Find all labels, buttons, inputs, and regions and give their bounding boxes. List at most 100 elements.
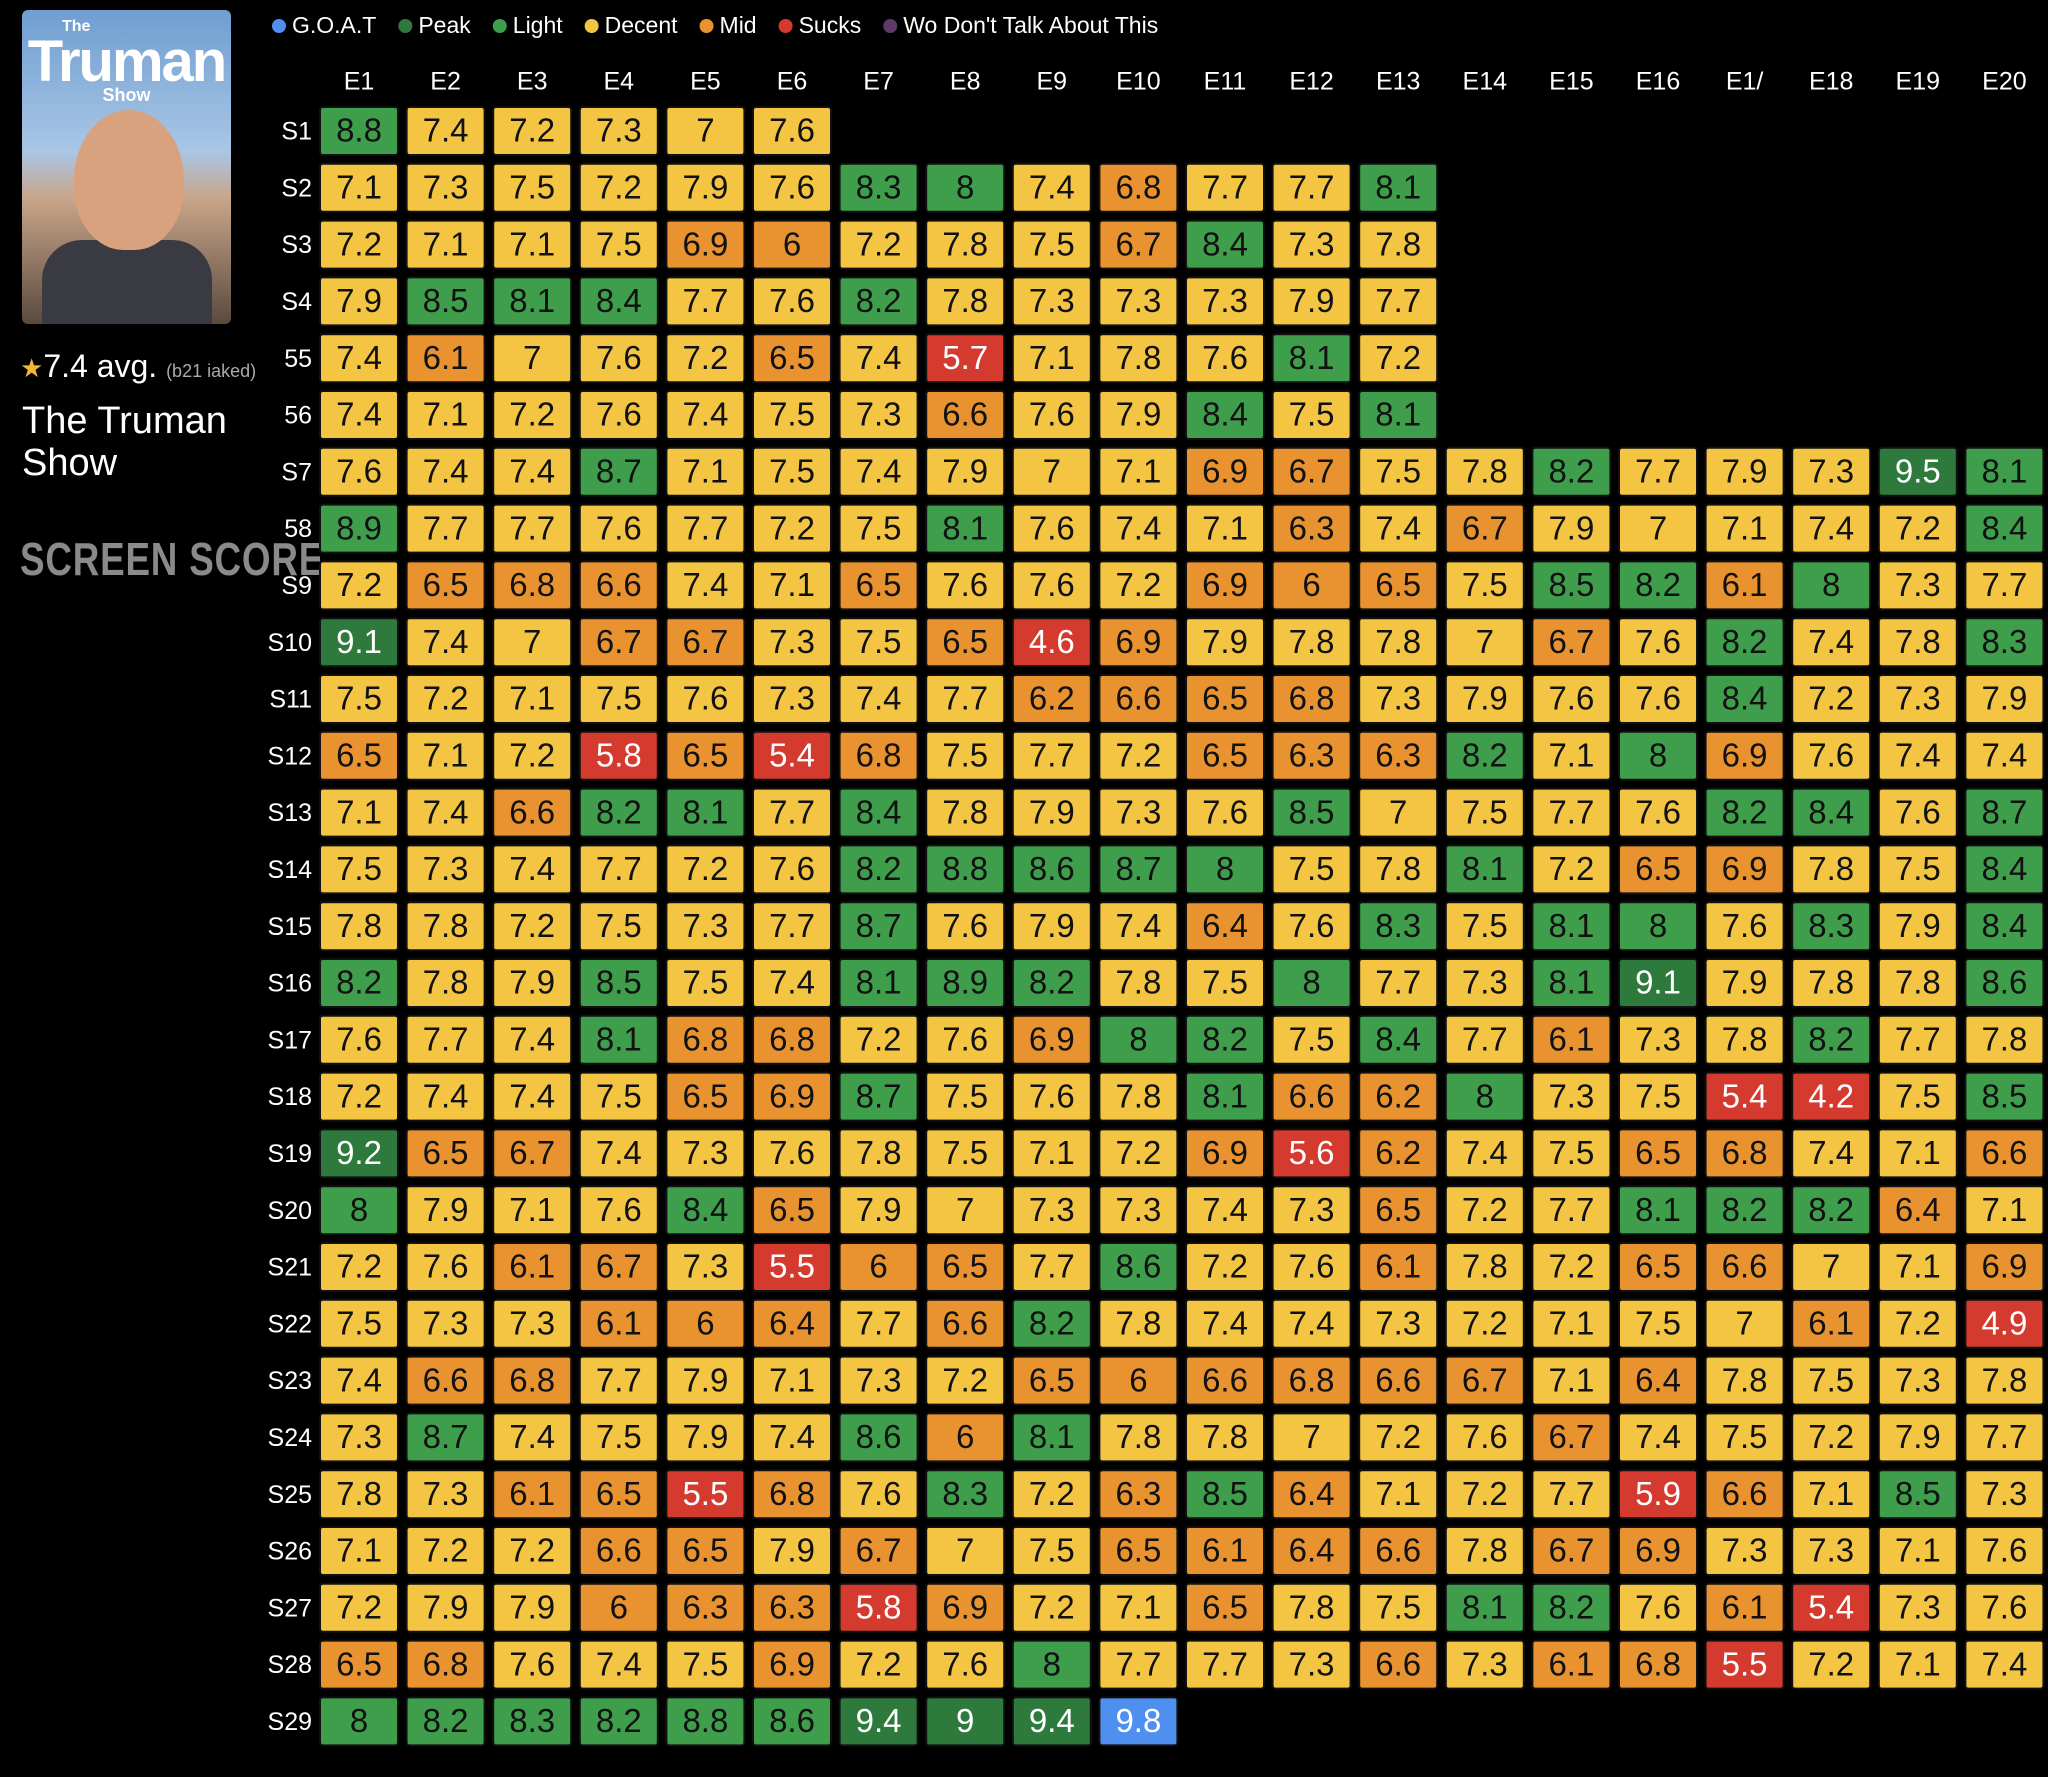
cell (665, 1242, 746, 1292)
column-label: E5 (690, 68, 721, 96)
cell (319, 219, 399, 270)
cell-label: 6.1 (423, 339, 469, 376)
cell (1011, 162, 1092, 213)
cell (752, 1014, 832, 1065)
cell (1877, 1242, 1958, 1292)
poster-title: Truman (27, 29, 228, 94)
cell (838, 1128, 919, 1179)
cell (405, 276, 486, 327)
cell (1444, 1412, 1525, 1463)
cell (665, 390, 746, 440)
cell-label: 7.8 (1895, 964, 1941, 1001)
cell-label: 7.1 (1981, 1191, 2027, 1228)
cell (1877, 901, 1958, 952)
cell-label: 7.9 (769, 1532, 815, 1569)
cell (1271, 503, 1352, 554)
cell-label: 7.2 (856, 225, 902, 262)
cell (1185, 1355, 1265, 1406)
cell-label: 6.5 (942, 623, 988, 660)
cell-label: 7.4 (1115, 509, 1161, 546)
cell (319, 1071, 399, 1122)
cell-label: 9 (956, 1702, 974, 1739)
cell (1011, 1298, 1092, 1349)
cell-label: 6.6 (1981, 1134, 2027, 1171)
cell-label: 7.6 (1289, 1248, 1335, 1285)
cell (925, 617, 1006, 668)
cell (1877, 1639, 1958, 1690)
cell-label: 7.4 (682, 566, 728, 603)
cell (1271, 1071, 1352, 1122)
cell-label: 7.6 (1548, 680, 1594, 717)
cell (1011, 560, 1092, 611)
cell-label: 6.5 (682, 737, 728, 774)
cell (752, 162, 832, 213)
cell-label: 7.5 (769, 453, 815, 490)
cell-label: 8 (1649, 907, 1667, 944)
row-label: S20 (268, 1197, 312, 1225)
column-label: E9 (1037, 68, 1068, 96)
cell (1444, 1355, 1525, 1406)
cell (1098, 1696, 1179, 1747)
cell (1704, 730, 1785, 781)
cell (1444, 1582, 1525, 1633)
cell (405, 958, 486, 1008)
column-label: E13 (1376, 68, 1420, 96)
cell-label: 7.9 (1895, 1418, 1941, 1455)
cell-label: 8.1 (1981, 453, 2027, 490)
column-label: E19 (1896, 68, 1940, 96)
cell-label: 7.6 (1722, 907, 1768, 944)
cell (1444, 1526, 1525, 1576)
cell (752, 1696, 832, 1747)
cell-label: 7.7 (1115, 1645, 1161, 1682)
cell (1791, 1071, 1872, 1122)
cell (838, 503, 919, 554)
cell (578, 1469, 659, 1520)
cell-label: 7.8 (1289, 623, 1335, 660)
cell (1964, 1412, 2045, 1463)
cell (1877, 1014, 1958, 1065)
cell (665, 901, 746, 952)
cell-label: 7.7 (1895, 1021, 1941, 1058)
cell-label: 7.5 (1462, 793, 1508, 830)
cell (492, 1469, 573, 1520)
cell (319, 1014, 399, 1065)
cell-label: 7.5 (1029, 225, 1075, 262)
cell (492, 1014, 573, 1065)
row-label: S2 (281, 174, 312, 202)
cell (925, 1071, 1006, 1122)
cell (1877, 958, 1958, 1008)
cell-label: 6.1 (1548, 1645, 1594, 1682)
cell-label: 7.2 (1115, 566, 1161, 603)
cell-label: 8.2 (1029, 1305, 1075, 1342)
column-label: E12 (1289, 68, 1333, 96)
cell-label: 8.1 (682, 793, 728, 830)
cell (1791, 958, 1872, 1008)
legend-label: Light (513, 12, 563, 38)
cell-label: 8.1 (1635, 1191, 1681, 1228)
cell (1964, 1014, 2045, 1065)
cell-label: 6.9 (1722, 737, 1768, 774)
cell-label: 7.3 (1548, 1077, 1594, 1114)
cell (1011, 1696, 1092, 1747)
row-label: S24 (268, 1424, 313, 1452)
cell (319, 162, 399, 213)
cell (1098, 446, 1179, 497)
cell (1271, 1469, 1352, 1520)
cell (752, 1242, 832, 1292)
cell (1618, 1526, 1698, 1576)
cell-label: 8.7 (856, 907, 902, 944)
cell (1618, 617, 1698, 668)
cell (319, 333, 399, 384)
cell-label: 7.6 (1029, 566, 1075, 603)
cell-label: 7.5 (769, 396, 815, 433)
cell (1358, 1071, 1439, 1122)
legend-swatch (272, 19, 286, 33)
cell-label: 8.9 (942, 964, 988, 1001)
cell-label: 7.2 (1202, 1248, 1248, 1285)
cell-label: 8.1 (1289, 339, 1335, 376)
cell (1531, 560, 1612, 611)
cell (1444, 617, 1525, 668)
cell (752, 617, 832, 668)
cell-label: 8.3 (509, 1702, 555, 1739)
cell (1098, 1128, 1179, 1179)
